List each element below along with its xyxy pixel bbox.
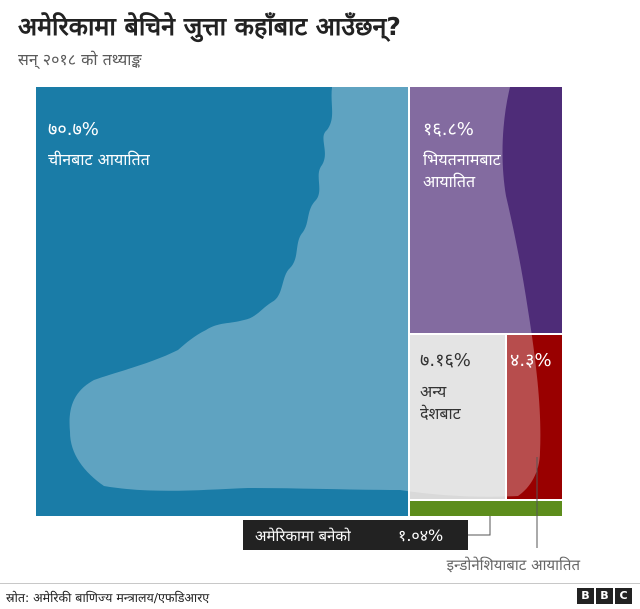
category-label-vietnam: भियतनामबाट [423, 150, 502, 169]
tile-usa [410, 501, 562, 516]
value-label-indonesia: ४.३% [510, 350, 552, 371]
tile-china [36, 87, 408, 516]
logo-letter: B [577, 588, 594, 604]
category-label-indonesia: इन्डोनेशियाबाट आयातित [447, 556, 581, 574]
chart-subtitle: सन् २०१८ को तथ्याङ्क [18, 50, 142, 69]
logo-letter: B [596, 588, 613, 604]
logo-letter: C [615, 588, 632, 604]
category-label-usa: अमेरिकामा बनेको [255, 527, 352, 545]
boot-illustration [69, 87, 541, 497]
bbc-logo: B B C [577, 588, 632, 604]
source-note: स्रोत: अमेरिकी बाणिज्य मन्त्रालय/एफडिआरए [6, 590, 210, 605]
value-label-china: ७०.७% [48, 119, 99, 140]
value-label-other: ७.१६% [420, 350, 471, 371]
footer-rule [0, 583, 640, 584]
tile-other [410, 335, 505, 499]
leader-line-usa [468, 516, 491, 536]
category-label-vietnam: आयातित [423, 172, 476, 191]
tile-vietnam [410, 87, 562, 333]
callout-box-usa [243, 520, 468, 550]
chart-title: अमेरिकामा बेचिने जुत्ता कहाँबाट आउँछन्? [18, 12, 401, 41]
category-label-other: अन्य [420, 382, 447, 401]
category-label-china: चीनबाट आयातित [48, 150, 151, 169]
value-label-usa: १.०४% [398, 526, 443, 545]
tile-indonesia [507, 335, 562, 499]
value-label-vietnam: १६.८% [423, 119, 474, 140]
category-label-other: देशबाट [420, 404, 462, 423]
